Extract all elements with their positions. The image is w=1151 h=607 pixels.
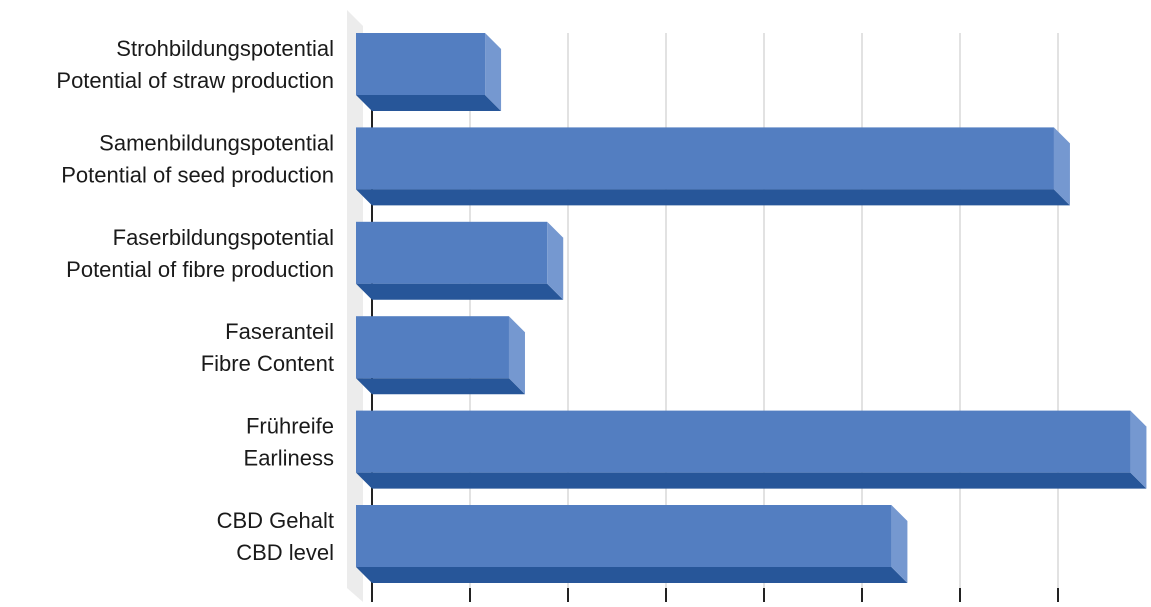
bar-bottom-face [356, 378, 525, 395]
bar-bottom-face [356, 189, 1070, 206]
category-label-de: CBD Gehalt [217, 508, 334, 533]
bar-front-face [356, 33, 486, 95]
bar-side-face [1053, 127, 1070, 206]
bar-side-face [485, 33, 502, 111]
bar-bottom-face [356, 283, 564, 300]
bar-side-face [547, 221, 564, 300]
bar-front-face [356, 505, 892, 567]
bar-front-face [356, 316, 509, 379]
bar [356, 33, 502, 111]
category-label-de: Frühreife [246, 414, 334, 439]
bar [356, 221, 564, 300]
category-label-en: CBD level [236, 540, 334, 565]
bars [356, 33, 1147, 583]
bar-front-face [356, 221, 548, 284]
bar-side-face [891, 505, 908, 583]
category-label-en: Fibre Content [201, 351, 334, 376]
bar-front-face [356, 127, 1054, 190]
category-label-en: Earliness [244, 446, 334, 471]
bar [356, 410, 1147, 489]
bar-bottom-face [356, 567, 908, 583]
bar [356, 127, 1070, 206]
bar-side-face [1130, 410, 1147, 489]
category-label-de: Faseranteil [225, 319, 334, 344]
category-label-de: Samenbildungspotential [99, 130, 334, 155]
bar-front-face [356, 410, 1131, 473]
category-label-de: Strohbildungspotential [116, 36, 334, 61]
bar [356, 505, 908, 583]
bar [356, 316, 525, 395]
category-label-en: Potential of fibre production [66, 257, 334, 282]
bar-bottom-face [356, 95, 502, 111]
bar-side-face [508, 316, 525, 395]
category-labels: Strohbildungspotential Potential of straw… [56, 36, 334, 565]
category-label-en: Potential of straw production [56, 68, 334, 93]
category-label-en: Potential of seed production [61, 162, 334, 187]
bar-bottom-face [356, 472, 1147, 489]
category-label-de: Faserbildungspotential [113, 225, 334, 250]
